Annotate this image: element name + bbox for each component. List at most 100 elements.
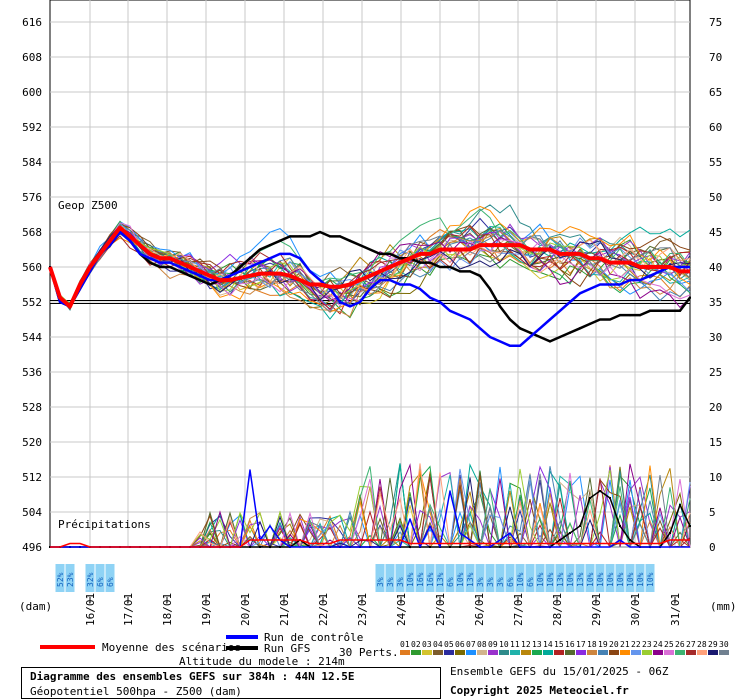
perturbation-swatch — [697, 650, 707, 655]
perturbation-swatch — [686, 650, 696, 655]
data-point — [519, 327, 521, 330]
footer-title: Diagramme des ensembles GEFS sur 384h : … — [30, 670, 355, 683]
right-tick-label: 35 — [709, 296, 722, 309]
right-tick-label: 0 — [709, 541, 716, 554]
pr-cip-moyenne-line — [50, 539, 690, 548]
data-point — [499, 305, 501, 308]
legend-gfs-label: Run GFS — [264, 642, 310, 655]
left-tick-label: 544 — [22, 331, 42, 344]
data-point — [649, 309, 651, 312]
perturbation-label: 03 — [422, 640, 432, 649]
snow-cell — [65, 564, 75, 592]
data-point — [609, 497, 611, 499]
data-point — [569, 331, 571, 334]
right-tick-label: 40 — [709, 261, 722, 274]
data-point — [169, 266, 171, 268]
x-tick-label: 26/01 — [473, 593, 486, 626]
snow-probability: 3% — [376, 577, 385, 587]
right-tick-label: 5 — [709, 506, 716, 519]
perturbation-label: 08 — [477, 640, 487, 649]
right-axis-unit: (mm) — [710, 600, 737, 613]
perturbation-label: 06 — [455, 640, 465, 649]
perturbation-swatch — [422, 650, 432, 655]
snow-cell — [385, 564, 395, 592]
snow-cell — [375, 564, 385, 592]
data-point — [319, 231, 321, 233]
snow-probability: 3% — [486, 577, 495, 587]
perturbation-swatch — [620, 650, 630, 655]
snow-cell — [455, 564, 465, 592]
right-tick-label: 50 — [709, 191, 722, 204]
data-point — [459, 270, 461, 273]
perturbation-label: 20 — [609, 640, 619, 649]
legend-mean-label: Moyenne des scénarios — [102, 641, 241, 654]
perturbation-swatch — [565, 650, 575, 655]
perturbation-swatch — [433, 650, 443, 655]
snow-probability: 10% — [606, 572, 615, 587]
left-tick-label: 608 — [22, 51, 42, 64]
snow-probability: 10% — [636, 572, 645, 587]
snow-probability: 13% — [466, 572, 475, 587]
left-tick-label: 512 — [22, 471, 42, 484]
snow-probability: 16% — [426, 572, 435, 587]
data-point — [269, 546, 271, 548]
data-point — [259, 248, 261, 251]
data-point — [349, 239, 351, 242]
snow-probability: 10% — [546, 572, 555, 587]
perturbation-swatch — [488, 650, 498, 655]
snow-cell — [545, 564, 555, 592]
snow-cell — [465, 564, 475, 592]
perturbation-swatch — [598, 650, 608, 655]
snow-cell — [405, 564, 415, 592]
main-run-lines — [48, 225, 691, 548]
data-point — [309, 235, 311, 238]
data-point — [599, 318, 601, 321]
data-point — [619, 314, 621, 317]
perturbation-label: 11 — [510, 640, 520, 649]
perturbation-swatch — [466, 650, 476, 655]
data-point — [689, 296, 691, 299]
snow-cell — [645, 564, 655, 592]
data-point — [579, 525, 581, 527]
perturbation-label: 23 — [642, 640, 652, 649]
data-point — [379, 252, 381, 255]
perturbation-label: 04 — [433, 640, 443, 649]
snow-cell — [515, 564, 525, 592]
data-point — [409, 546, 411, 548]
right-tick-label: 55 — [709, 156, 722, 169]
snow-probability: 10% — [406, 572, 415, 587]
perturbation-swatch — [444, 650, 454, 655]
snow-cell — [475, 564, 485, 592]
right-tick-label: 25 — [709, 366, 722, 379]
data-point — [199, 279, 201, 282]
snow-cell — [625, 564, 635, 592]
left-tick-label: 528 — [22, 401, 42, 414]
perturbation-swatch — [521, 650, 531, 655]
right-tick-label: 45 — [709, 226, 722, 239]
perturbation-label: 13 — [532, 640, 542, 649]
snow-probability: 10% — [536, 572, 545, 587]
left-tick-label: 584 — [22, 156, 42, 169]
snow-probability: 10% — [586, 572, 595, 587]
data-point — [399, 257, 401, 260]
data-point — [589, 497, 591, 499]
snow-cell — [435, 564, 445, 592]
left-tick-label: 576 — [22, 191, 42, 204]
perturbation-swatch — [719, 650, 729, 655]
perturbation-label: 07 — [466, 640, 476, 649]
snow-cell — [575, 564, 585, 592]
data-point — [469, 270, 471, 273]
x-tick-label: 23/01 — [356, 593, 369, 626]
perturbation-label: 18 — [587, 640, 597, 649]
x-tick-label: 29/01 — [590, 593, 603, 626]
data-point — [579, 327, 581, 330]
data-point — [619, 525, 621, 527]
perturbation-label: 19 — [598, 640, 608, 649]
data-point — [249, 546, 251, 548]
snow-cell — [85, 564, 95, 592]
perturbation-swatches: 01 02 03 04 05 06 07 08 09 10 11 12 13 14 15 16 17 18 19 20… — [400, 640, 729, 655]
x-tick-label: 27/01 — [512, 593, 525, 626]
x-tick-label: 24/01 — [395, 593, 408, 626]
x-tick-label: 18/01 — [161, 593, 174, 626]
